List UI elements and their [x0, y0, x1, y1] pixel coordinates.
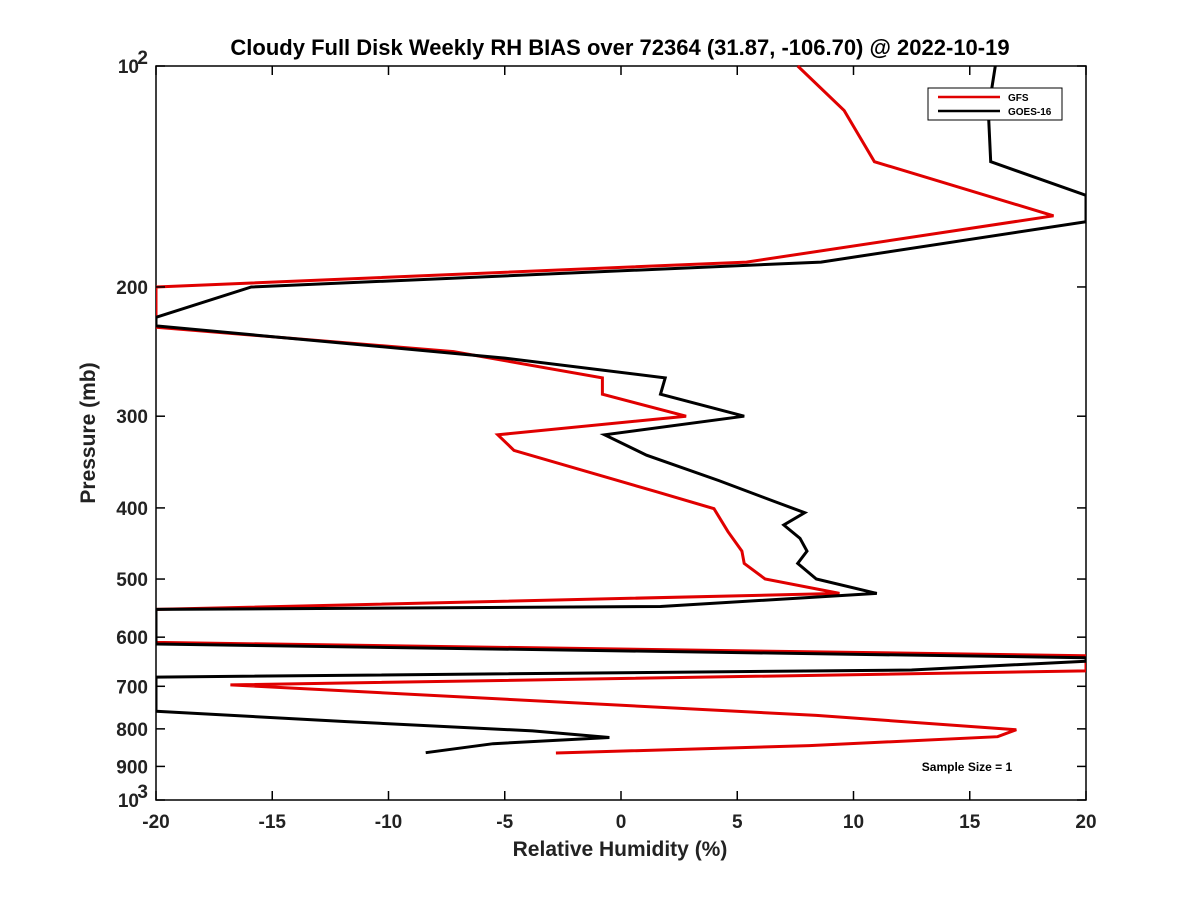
- legend-label: GFS: [1008, 93, 1029, 104]
- y-tick-label: 800: [116, 720, 148, 741]
- x-axis-ticks: -20 -15 -10 -5 0 5 10 15 20: [142, 66, 1097, 833]
- x-tick-label: -15: [259, 812, 287, 833]
- x-tick-label: -5: [496, 812, 513, 833]
- chart-title: Cloudy Full Disk Weekly RH BIAS over 723…: [230, 35, 1009, 60]
- x-tick-label: 15: [959, 812, 981, 833]
- y-tick-label: 300: [116, 407, 148, 428]
- y-tick-label: 900: [116, 757, 148, 778]
- y-tick-label: 500: [116, 570, 148, 591]
- y-tick-label: 10: [118, 57, 139, 78]
- y-tick-label: 200: [116, 278, 148, 299]
- series-line-gfs: [156, 64, 1086, 755]
- y-tick-label: 700: [116, 677, 148, 698]
- x-tick-label: -20: [142, 812, 169, 833]
- y-tick-label: 400: [116, 499, 148, 520]
- legend-label: GOES-16: [1008, 107, 1052, 118]
- legend: GFS GOES-16: [927, 87, 1063, 121]
- y-axis-label: Pressure (mb): [77, 362, 100, 503]
- y-tick-exponent: 3: [137, 782, 148, 803]
- y-tick-label: 600: [116, 628, 148, 649]
- y-tick-exponent: 2: [137, 48, 148, 69]
- x-tick-label: 0: [616, 812, 627, 833]
- x-tick-label: 5: [732, 812, 743, 833]
- series-line-goes-16: [156, 65, 1086, 755]
- x-tick-label: 10: [843, 812, 864, 833]
- series-layer: [156, 64, 1086, 755]
- x-tick-label: -10: [375, 812, 402, 833]
- x-axis-label: Relative Humidity (%): [513, 838, 728, 861]
- x-tick-label: 20: [1075, 812, 1096, 833]
- legend-box: [927, 87, 1063, 121]
- y-tick-label: 10: [118, 791, 139, 812]
- sample-size-annotation: Sample Size = 1: [922, 760, 1013, 774]
